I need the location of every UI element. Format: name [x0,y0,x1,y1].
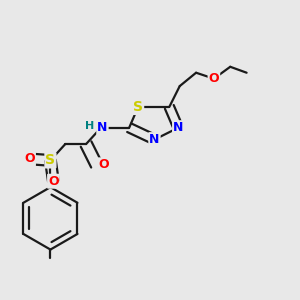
Text: O: O [24,152,35,165]
Text: H: H [85,121,94,131]
Text: N: N [97,121,108,134]
Text: O: O [48,175,59,188]
Text: O: O [99,158,109,171]
Text: N: N [173,121,183,134]
Text: O: O [208,72,219,85]
Text: S: S [45,153,56,167]
Text: S: S [133,100,143,114]
Text: N: N [149,133,160,146]
